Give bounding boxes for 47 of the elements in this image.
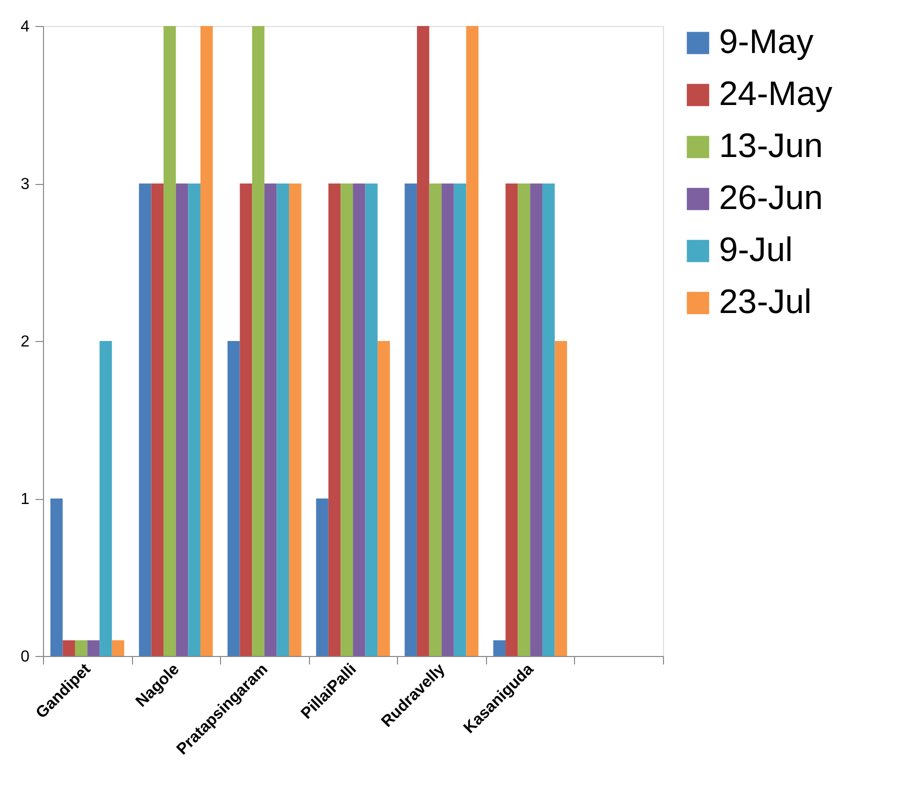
bar [151,184,164,656]
bar [276,184,290,656]
bar [112,640,124,656]
bar [316,498,328,656]
bar [100,341,112,656]
legend-label: 9-May [719,23,814,61]
bar [530,184,542,656]
bar [378,341,390,656]
legend-label: 13-Jun [719,127,823,165]
bar [353,184,366,656]
legend-label: 23-Jul [719,283,812,321]
bar [554,341,568,656]
bar [74,640,88,656]
bar [50,498,63,656]
bar [542,184,555,656]
bar [264,184,277,656]
bar [466,26,478,656]
legend-label: 9-Jul [719,231,793,269]
bar [416,26,430,656]
bar [454,184,466,656]
bar [176,184,188,656]
y-tick-label: 1 [20,491,30,508]
bar [87,640,100,656]
legend-label: 26-Jun [719,179,823,217]
bar [429,184,442,656]
bar [365,184,378,656]
bar [252,26,264,656]
y-tick-label: 2 [20,334,30,350]
bar [62,640,75,656]
bar [200,26,213,656]
bar [442,184,454,656]
bar [404,184,417,656]
bar [493,640,506,656]
bar [506,184,518,656]
bar [164,26,176,656]
bar [289,184,302,656]
bar [340,184,353,656]
legend-label: 24-May [719,75,832,113]
bar [328,184,341,656]
bar [138,184,152,656]
bar [240,184,252,656]
bar [518,184,530,656]
y-tick-label: 4 [20,18,30,36]
bar [228,341,240,656]
y-tick-label: 3 [20,176,30,193]
y-tick-label: 0 [20,648,30,666]
bar [188,184,200,656]
